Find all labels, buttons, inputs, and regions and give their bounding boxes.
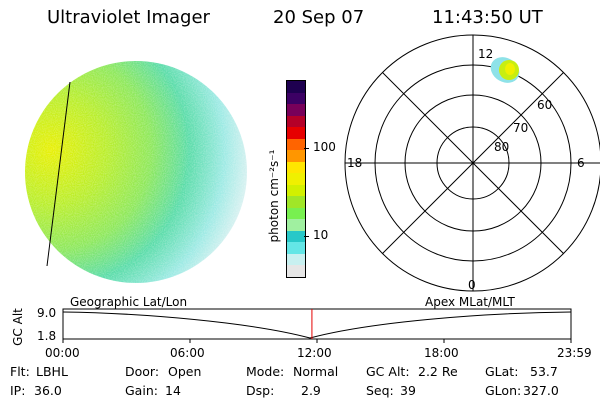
colorbar-swatch <box>287 161 305 174</box>
time-label: 11:43:50 UT <box>432 7 543 28</box>
instrument-title: Ultraviolet Imager <box>47 7 210 28</box>
earth-disk <box>25 61 247 283</box>
status-glon-label: GLon: <box>485 383 522 398</box>
timeline-xtick-3: 18:00 <box>424 346 459 360</box>
mlat-label-80: 80 <box>494 140 510 154</box>
colorbar-swatch <box>287 81 305 93</box>
timeline-xtick-2: 12:00 <box>297 346 332 360</box>
mlt-label-6: 6 <box>577 156 585 170</box>
status-gain-label: Gain: <box>125 383 158 398</box>
status-door-value: Open <box>168 364 202 379</box>
status-flt-value: LBHL <box>36 364 68 379</box>
colorbar-swatch <box>287 253 305 266</box>
status-seq-label: Seq: <box>366 383 394 398</box>
colorbar-swatch <box>287 219 305 231</box>
status-gain-value: 14 <box>165 383 181 398</box>
timeline-right-caption: Apex MLat/MLT <box>425 295 515 309</box>
polar-diagonal-2 <box>382 72 564 254</box>
timeline-ticks <box>62 339 572 343</box>
color-bar <box>286 80 306 278</box>
colorbar-tick-100: 100 <box>313 140 336 154</box>
status-seq-value: 39 <box>400 383 416 398</box>
colorbar-tick-mark-100 <box>304 148 309 149</box>
mlat-label-60: 60 <box>537 98 553 112</box>
altitude-curve <box>62 311 572 339</box>
status-gcalt-label: GC Alt: <box>366 364 410 379</box>
mlt-label-18: 18 <box>347 156 363 170</box>
aurora-patch <box>490 57 520 83</box>
timeline-xtick-4: 23:59 <box>557 346 592 360</box>
timeline-xtick-0: 00:00 <box>45 346 80 360</box>
colorbar-swatch <box>287 138 305 151</box>
status-mode-label: Mode: <box>246 364 285 379</box>
date-label: 20 Sep 07 <box>273 7 365 28</box>
colorbar-swatch <box>287 104 305 116</box>
status-ip-value: 36.0 <box>34 383 62 398</box>
status-door-label: Door: <box>125 364 160 379</box>
colorbar-swatch <box>287 196 305 208</box>
timeline-ytick-bottom: 1.8 <box>37 329 57 343</box>
colorbar-swatch <box>287 92 305 105</box>
mlt-label-12: 12 <box>478 47 494 61</box>
colorbar-swatch <box>287 207 305 220</box>
status-gcalt-value: 2.2 Re <box>418 364 458 379</box>
colorbar-swatch <box>287 242 305 254</box>
status-glon-value: 327.0 <box>523 383 559 398</box>
mlat-label-70: 70 <box>513 121 529 135</box>
status-dsp-label: Dsp: <box>246 383 275 398</box>
colorbar-swatch <box>287 173 305 185</box>
timeline-left-caption: Geographic Lat/Lon <box>70 295 188 309</box>
colorbar-swatch <box>287 150 305 162</box>
status-mode-value: Normal <box>293 364 339 379</box>
terminator-line <box>46 81 71 267</box>
status-ip-label: IP: <box>10 383 26 398</box>
colorbar-swatch <box>287 230 305 243</box>
colorbar-swatch <box>287 265 305 277</box>
mlt-label-0: 0 <box>468 278 476 292</box>
timeline-frame <box>62 308 572 340</box>
colorbar-swatch <box>287 184 305 197</box>
colorbar-tick-mark-10 <box>304 236 309 237</box>
colorbar-tick-10: 10 <box>313 228 329 242</box>
status-flt-label: Flt: <box>10 364 30 379</box>
status-glat-label: GLat: <box>485 364 519 379</box>
timeline-xtick-1: 06:00 <box>170 346 205 360</box>
status-dsp-value: 2.9 <box>301 383 321 398</box>
status-glat-value: 53.7 <box>530 364 558 379</box>
colorbar-swatch <box>287 127 305 139</box>
timeline-ytick-top: 9.0 <box>37 306 57 320</box>
colorbar-swatch <box>287 115 305 128</box>
